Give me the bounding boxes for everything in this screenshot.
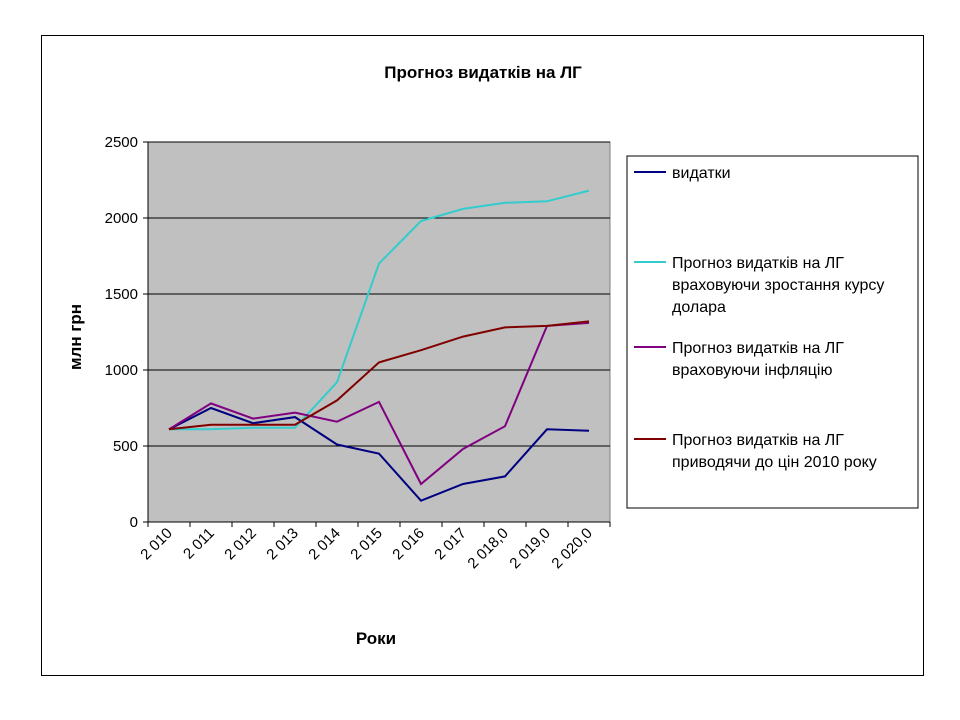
x-tick-label: 2 011 — [180, 525, 218, 563]
y-tick-label: 2000 — [105, 210, 138, 227]
y-tick-label: 1500 — [105, 286, 138, 303]
x-tick-label: 2 016 — [389, 525, 428, 564]
legend: видатки Прогноз видатків на ЛГ враховуючи … — [634, 165, 884, 471]
legend-label-1: Прогноз видатків на ЛГ враховуючи зростан… — [672, 255, 884, 316]
y-tick-label: 1000 — [105, 362, 138, 379]
y-axis-ticks: 0 500 1000 1500 2000 2500 — [105, 134, 148, 531]
x-tick-label: 2 012 — [221, 525, 260, 564]
series-line-2 — [168, 321, 590, 486]
legend-label-3: Прогноз видатків на ЛГ приводячи до цін 2… — [672, 432, 877, 471]
legend-label-2: Прогноз видатків на ЛГ враховуючи інфляці… — [672, 340, 844, 379]
legend-label-0: видатки — [672, 165, 731, 182]
legend-box — [626, 155, 919, 509]
x-axis-title: Роки — [356, 629, 396, 648]
y-tick-label: 2500 — [105, 134, 138, 151]
x-tick-label: 2 010 — [137, 525, 176, 564]
series-line-3 — [168, 320, 590, 431]
y-tick-label: 0 — [130, 514, 138, 531]
x-tick-label: 2 015 — [347, 525, 386, 564]
y-tick-label: 500 — [113, 438, 138, 455]
series-lines — [168, 189, 590, 502]
x-tick-label: 2 019,0 — [506, 525, 553, 572]
x-axis-ticks: 2 010 2 011 2 012 2 013 2 014 2 015 2 016 2 017… — [137, 522, 611, 572]
x-tick-label: 2 018,0 — [464, 525, 511, 572]
x-tick-label: 2 013 — [263, 525, 302, 564]
y-axis-title: млн грн — [66, 304, 85, 370]
x-tick-label: 2 017 — [431, 525, 470, 564]
x-tick-label: 2 014 — [305, 525, 344, 564]
plot-area — [147, 141, 611, 523]
series-line-0 — [168, 406, 590, 502]
chart-title: Прогноз видатків на ЛГ — [384, 63, 582, 82]
x-tick-label: 2 020,0 — [548, 525, 595, 572]
series-line-1 — [169, 189, 590, 431]
